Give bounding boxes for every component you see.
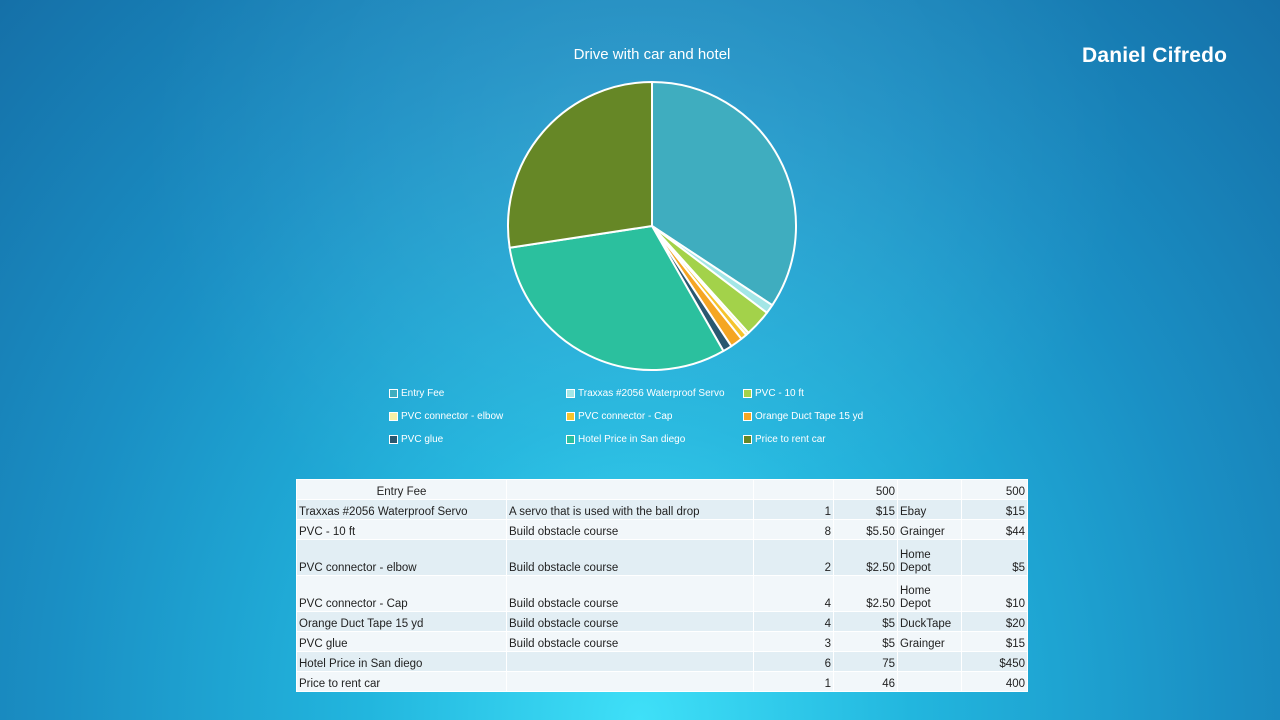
table-cell-price: 500: [833, 479, 898, 500]
table-cell-vendor: Grainger: [897, 519, 962, 540]
table-cell-price: $2.50: [833, 539, 898, 576]
table-cell-price: 75: [833, 651, 898, 672]
table-cell-qty: 4: [753, 611, 834, 632]
table-cell-purpose: Build obstacle course: [506, 631, 754, 652]
table-cell-price: $15: [833, 499, 898, 520]
table-cell-vendor: Ebay: [897, 499, 962, 520]
table-cell-total: 400: [961, 671, 1028, 692]
budget-table: Entry Fee 500 500 Traxxas #2056 Waterproof …: [296, 479, 1028, 692]
table-cell-item: Price to rent car: [296, 671, 507, 692]
table-cell-price: $5: [833, 631, 898, 652]
chart-legend: Entry Fee Traxxas #2056 Waterproof Servo P…: [389, 386, 889, 456]
legend-swatch: [743, 434, 752, 444]
table-cell-purpose: A servo that is used with the ball drop: [506, 499, 754, 520]
legend-label: Entry Fee: [401, 387, 445, 399]
table-cell-total: $450: [961, 651, 1028, 672]
table-cell-vendor: Home Depot: [897, 539, 962, 576]
table-cell-qty: [753, 479, 834, 500]
legend-entry-8: Hotel Price in San diego: [566, 432, 685, 446]
table-cell-item: Entry Fee: [296, 479, 507, 500]
table-cell-purpose: Build obstacle course: [506, 539, 754, 576]
legend-swatch: [566, 388, 575, 398]
table-row: Traxxas #2056 Waterproof Servo A servo th…: [296, 499, 1028, 520]
table-row: PVC connector - Cap Build obstacle course…: [296, 575, 1028, 612]
legend-entry-5: PVC connector - Cap: [566, 409, 673, 423]
table-cell-total: $20: [961, 611, 1028, 632]
pie-slice-9: [507, 81, 653, 249]
table-cell-total: $15: [961, 499, 1028, 520]
legend-label: PVC connector - elbow: [401, 410, 504, 422]
legend-label: Traxxas #2056 Waterproof Servo: [578, 387, 725, 399]
table-cell-item: PVC - 10 ft: [296, 519, 507, 540]
legend-entry-4: PVC connector - elbow: [389, 409, 503, 423]
table-row: PVC glue Build obstacle course 3 $5 Grainger…: [296, 631, 1028, 652]
table-cell-vendor: Home Depot: [897, 575, 962, 612]
legend-label: PVC - 10 ft: [755, 387, 804, 399]
table-cell-item: Traxxas #2056 Waterproof Servo: [296, 499, 507, 520]
table-cell-item: PVC connector - elbow: [296, 539, 507, 576]
table-cell-item: Orange Duct Tape 15 yd: [296, 611, 507, 632]
legend-swatch: [566, 411, 575, 421]
table-cell-vendor: [897, 671, 962, 692]
pie-chart: [507, 81, 797, 371]
legend-entry-6: Orange Duct Tape 15 yd: [743, 409, 863, 423]
legend-entry-7: PVC glue: [389, 432, 443, 446]
legend-entry-1: Entry Fee: [389, 386, 444, 400]
table-cell-item: Hotel Price in San diego: [296, 651, 507, 672]
table-cell-item: PVC glue: [296, 631, 507, 652]
legend-label: PVC glue: [401, 433, 444, 445]
table-cell-price: 46: [833, 671, 898, 692]
table-cell-price: $5: [833, 611, 898, 632]
table-cell-total: 500: [961, 479, 1028, 500]
table-cell-total: $5: [961, 539, 1028, 576]
table-row: PVC - 10 ft Build obstacle course 8 $5.50 Gr…: [296, 519, 1028, 540]
table-cell-total: $44: [961, 519, 1028, 540]
legend-swatch: [389, 388, 398, 398]
table-row: PVC connector - elbow Build obstacle cour…: [296, 539, 1028, 576]
table-cell-price: $2.50: [833, 575, 898, 612]
table-cell-purpose: Build obstacle course: [506, 519, 754, 540]
legend-swatch: [389, 411, 398, 421]
table-cell-price: $5.50: [833, 519, 898, 540]
table-cell-total: $10: [961, 575, 1028, 612]
chart-title: Drive with car and hotel: [573, 46, 731, 63]
legend-swatch: [743, 388, 752, 398]
table-cell-vendor: DuckTape: [897, 611, 962, 632]
table-cell-qty: 1: [753, 671, 834, 692]
table-cell-qty: 3: [753, 631, 834, 652]
table-cell-item: PVC connector - Cap: [296, 575, 507, 612]
table-cell-purpose: Build obstacle course: [506, 575, 754, 612]
legend-label: Price to rent car: [755, 433, 826, 445]
table-row: Price to rent car 1 46 400: [296, 671, 1028, 692]
table-cell-vendor: [897, 651, 962, 672]
legend-entry-2: Traxxas #2056 Waterproof Servo: [566, 386, 725, 400]
table-cell-qty: 8: [753, 519, 834, 540]
table-cell-purpose: Build obstacle course: [506, 611, 754, 632]
table-cell-purpose: [506, 651, 754, 672]
legend-label: Hotel Price in San diego: [578, 433, 686, 445]
table-cell-total: $15: [961, 631, 1028, 652]
table-cell-purpose: [506, 671, 754, 692]
pie-slice-8: [508, 225, 725, 371]
table-cell-purpose: [506, 479, 754, 500]
table-cell-vendor: Grainger: [897, 631, 962, 652]
author-name: Daniel Cifredo: [1082, 44, 1228, 67]
legend-entry-3: PVC - 10 ft: [743, 386, 804, 400]
table-cell-qty: 2: [753, 539, 834, 576]
table-row: Entry Fee 500 500: [296, 479, 1028, 500]
legend-entry-9: Price to rent car: [743, 432, 826, 446]
legend-label: PVC connector - Cap: [578, 410, 673, 422]
table-row: Orange Duct Tape 15 yd Build obstacle cou…: [296, 611, 1028, 632]
table-cell-qty: 4: [753, 575, 834, 612]
table-cell-qty: 6: [753, 651, 834, 672]
legend-swatch: [389, 434, 398, 444]
table-cell-qty: 1: [753, 499, 834, 520]
table-cell-vendor: [897, 479, 962, 500]
legend-swatch: [743, 411, 752, 421]
legend-swatch: [566, 434, 575, 444]
legend-label: Orange Duct Tape 15 yd: [755, 410, 864, 422]
table-row: Hotel Price in San diego 6 75 $450: [296, 651, 1028, 672]
